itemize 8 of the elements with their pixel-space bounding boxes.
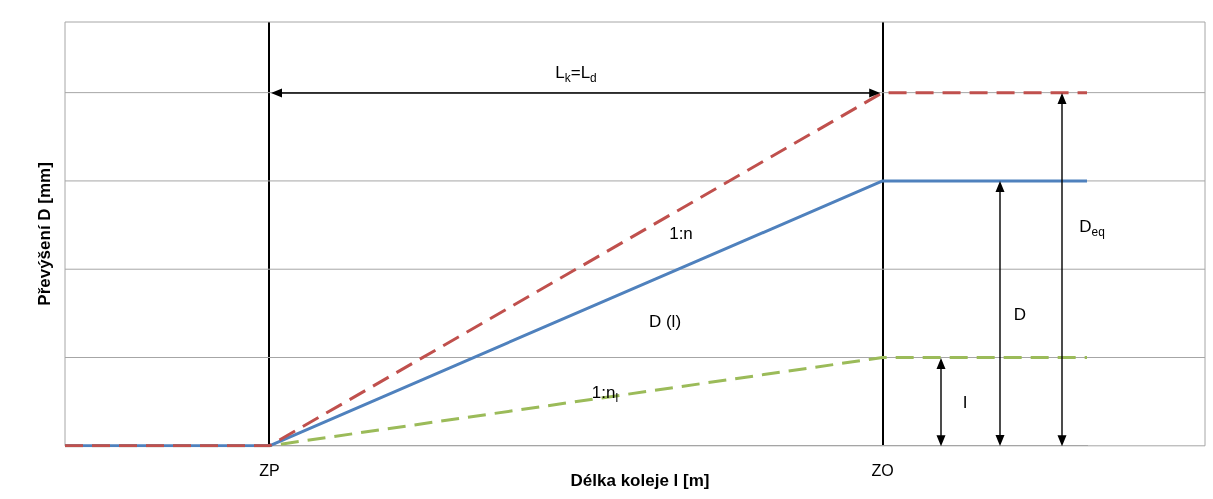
x-tick-label: ZP: [259, 461, 280, 479]
x-axis-title: Délka koleje l [m]: [570, 470, 710, 490]
annotation: D (l): [648, 311, 682, 331]
annotation: 1:n: [669, 223, 693, 243]
annotation: I: [962, 393, 968, 413]
annotation: D: [1013, 304, 1027, 324]
x-tick-label: ZO: [871, 461, 894, 479]
y-axis-title: Převýšení D [mm]: [34, 162, 54, 306]
